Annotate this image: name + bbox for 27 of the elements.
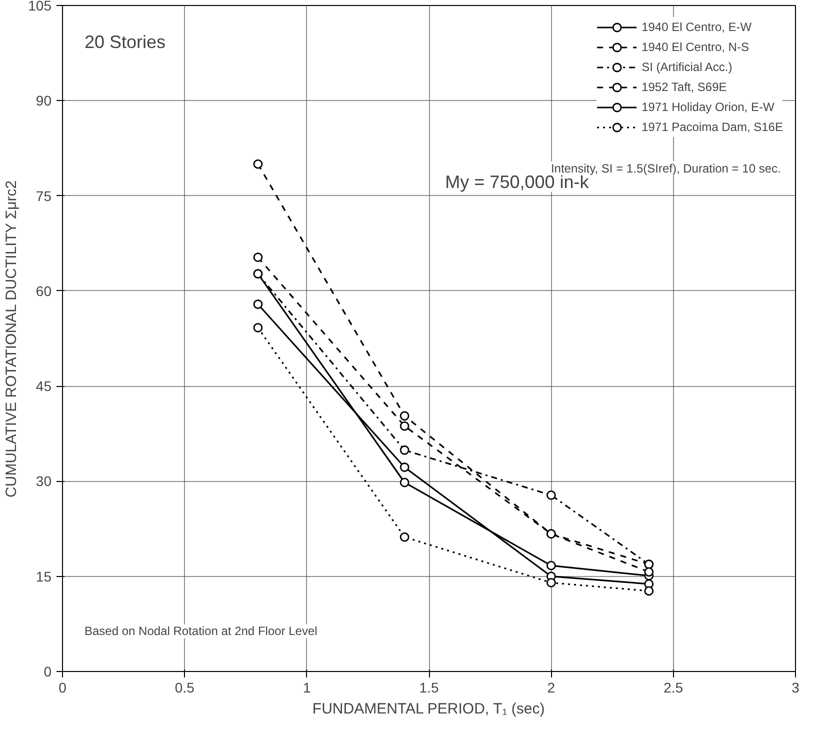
legend-label: 1971 Pacoima Dam, S16E bbox=[642, 120, 783, 134]
legend-label: 1971 Holiday Orion, E-W bbox=[642, 100, 774, 114]
annotation: Based on Nodal Rotation at 2nd Floor Level bbox=[84, 624, 318, 638]
annotation: 20 Stories bbox=[84, 32, 166, 52]
y-tick-label: 105 bbox=[28, 0, 52, 14]
x-axis-title: FUNDAMENTAL PERIOD, T₁ (sec) bbox=[312, 700, 545, 718]
x-tick-label: 1 bbox=[302, 680, 311, 696]
legend-label: 1952 Taft, S69E bbox=[642, 80, 727, 94]
y-tick-label: 45 bbox=[36, 378, 52, 394]
annotation: Intensity, SI = 1.5(SIref), Duration = 10 sec. bbox=[550, 161, 781, 176]
x-tick-label: 2 bbox=[547, 680, 556, 696]
y-tick-label: 30 bbox=[36, 473, 52, 490]
annotation: My = 750,000 in-k bbox=[445, 172, 590, 192]
x-tick-label: 2.5 bbox=[664, 680, 684, 696]
legend-label: 1940 El Centro, E-W bbox=[642, 20, 752, 34]
x-tick-label: 0 bbox=[58, 680, 67, 696]
y-tick-label: 15 bbox=[36, 568, 52, 584]
y-tick-label: 90 bbox=[36, 92, 52, 109]
y-tick-label: 60 bbox=[36, 282, 52, 299]
legend-label: 1940 El Centro, N-S bbox=[642, 40, 749, 54]
x-tick-label: 0.5 bbox=[174, 680, 195, 696]
x-tick-label: 3 bbox=[792, 680, 800, 696]
y-tick-label: 75 bbox=[36, 188, 52, 204]
y-axis-title: CUMULATIVE ROTATIONAL DUCTILITY Σμrc2 bbox=[3, 180, 20, 498]
x-tick-label: 1.5 bbox=[419, 680, 439, 696]
legend-label: SI (Artificial Acc.) bbox=[642, 60, 732, 74]
y-tick-label: 0 bbox=[44, 664, 52, 680]
